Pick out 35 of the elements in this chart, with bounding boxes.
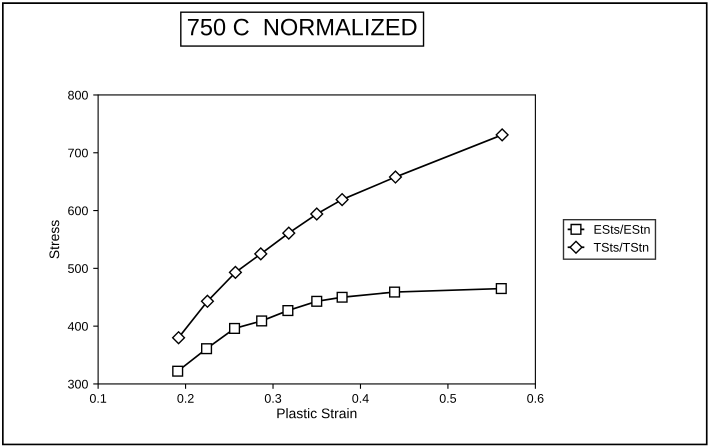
point: [172, 331, 186, 344]
point: [389, 286, 400, 298]
y-tick-label: 800: [68, 90, 88, 100]
y-tick-label: 400: [68, 322, 88, 331]
x-tick-label: 0.5: [440, 394, 456, 403]
point: [256, 315, 268, 326]
point: [172, 366, 184, 377]
point: [336, 192, 349, 206]
point: [496, 128, 509, 142]
y-tick-label: 500: [68, 264, 88, 274]
y-tick-label: 700: [68, 148, 88, 158]
point: [228, 266, 242, 279]
point: [254, 247, 268, 260]
y-axis-title: Stress: [49, 220, 60, 259]
chart-title: 750 C NORMALIZED: [188, 18, 417, 36]
point: [201, 343, 212, 354]
x-tick-label: 0.1: [90, 394, 106, 403]
point: [282, 226, 296, 240]
point: [336, 292, 348, 303]
y-tick-label: 600: [68, 206, 88, 216]
point: [228, 322, 240, 334]
legend-label: TSts/TStn: [594, 242, 648, 252]
y-tick-label: 300: [68, 380, 88, 389]
point: [310, 207, 324, 221]
point: [496, 283, 507, 294]
x-tick-label: 0.2: [177, 394, 194, 403]
point: [282, 304, 294, 316]
legend-label: ESts/EStn: [594, 224, 650, 234]
point: [200, 294, 214, 308]
x-tick-label: 0.6: [527, 394, 544, 403]
point: [311, 296, 322, 307]
x-tick-label: 0.4: [352, 394, 369, 403]
x-tick-label: 0.3: [264, 394, 282, 403]
x-axis-title: Plastic Strain: [277, 408, 356, 418]
point: [388, 170, 402, 184]
